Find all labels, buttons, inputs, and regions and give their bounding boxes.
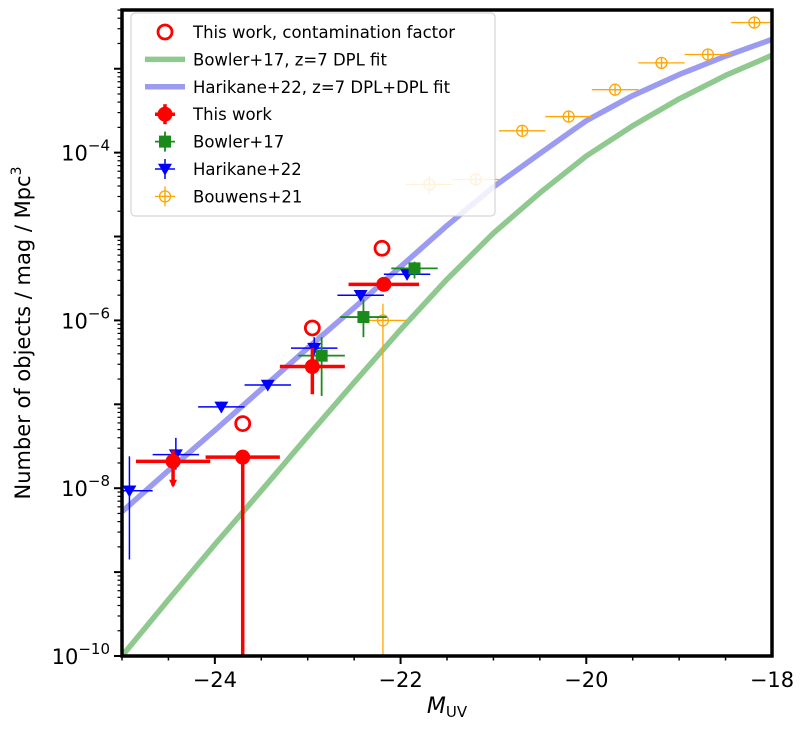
harikane22-point-3 <box>244 379 291 392</box>
this-work-point-2 <box>279 348 345 395</box>
harikane22-point-3-marker <box>260 379 275 392</box>
bouwens21-point-5 <box>591 83 639 96</box>
legend: This work, contamination factor Bowler+17… <box>130 12 496 217</box>
harikane22-point-0-marker <box>122 485 137 498</box>
x-axis-label-text: M <box>427 694 446 719</box>
bouwens21-point-6 <box>638 56 685 70</box>
legend-entry-contam: This work, contamination factor <box>156 23 455 42</box>
legend-entry-harikane-label: Harikane+22 <box>193 160 302 179</box>
contamination-point-2 <box>373 239 391 257</box>
y-tick-label: 10−4 <box>61 137 110 166</box>
legend-entry-bouwens-label: Bouwens+21 <box>193 187 302 206</box>
x-axis-label-subscript: UV <box>446 703 468 721</box>
legend-entry-thiswork: This work <box>155 104 272 125</box>
bouwens21-point-0 <box>359 303 407 656</box>
y-tick-label: 10−6 <box>61 304 110 333</box>
legend-entry-thiswork-symbol <box>157 106 173 122</box>
bowler17-point-1-marker <box>357 311 370 324</box>
legend-entry-bowler-label: Bowler+17 <box>193 133 284 152</box>
harikane22-point-2-marker <box>214 401 229 414</box>
harikane22-point-2 <box>198 401 245 414</box>
legend-entry-bowler-symbol <box>159 135 171 148</box>
bowler17-point-2 <box>391 261 438 279</box>
this-work-point-1-marker <box>235 449 251 465</box>
legend-entry-thiswork-label: This work <box>192 105 272 124</box>
this-work-point-0-upper-limit-arrow <box>169 479 178 488</box>
x-tick-label: −20 <box>564 668 608 692</box>
x-tick-label: −24 <box>193 668 237 692</box>
bowler_fit-curve <box>122 52 772 656</box>
this-work-point-0 <box>135 450 211 488</box>
harikane_fit-curve <box>122 36 772 514</box>
x-tick-label: −22 <box>378 668 422 692</box>
harikane22-point-4 <box>291 337 338 357</box>
bowler17-point-2-marker <box>408 262 421 275</box>
y-axis-label-text: Number of objects / mag / Mpc <box>11 175 35 499</box>
legend-entry-bouwens: Bouwens+21 <box>155 186 302 207</box>
legend-box <box>130 12 496 217</box>
legend-entry-bowler: Bowler+17 <box>155 131 284 152</box>
y-tick-label: 10−8 <box>61 472 110 501</box>
contamination-point-1 <box>303 319 321 337</box>
legend-entry-harikane_fit: Harikane+22, z=7 DPL+DPL fit <box>145 78 451 97</box>
legend-entry-contam-symbol <box>156 23 174 41</box>
y-tick-label: 10−10 <box>52 640 110 669</box>
legend-entry-bowler_fit: Bowler+17, z=7 DPL fit <box>145 50 387 69</box>
harikane22-point-5-marker <box>353 289 368 302</box>
this-work-point-2-marker <box>304 359 320 375</box>
this-work-point-3-marker <box>376 276 392 292</box>
contamination-point-0 <box>234 415 252 433</box>
x-tick-label: −18 <box>750 668 794 692</box>
bowler17-point-0-marker <box>315 349 328 362</box>
this-work-point-3 <box>348 276 420 292</box>
harikane22-point-5 <box>337 289 384 302</box>
bouwens21-point-4 <box>545 110 592 123</box>
this-work-point-1 <box>205 449 280 656</box>
x-axis-label: MUV <box>427 694 468 721</box>
legend-entry-bowler_fit-label: Bowler+17, z=7 DPL fit <box>193 50 387 69</box>
x-axis-ticks: −24 −22 −20 −18 <box>121 656 794 692</box>
fit-curves <box>122 36 772 656</box>
y-axis-label-superscript: 3 <box>9 166 25 175</box>
harikane22-point-6 <box>383 269 431 281</box>
legend-entry-harikane-symbol <box>158 163 172 176</box>
svg-text:MUV: MUV <box>427 694 468 721</box>
harikane22-point-0 <box>122 456 153 560</box>
legend-entry-harikane: Harikane+22 <box>155 159 302 179</box>
legend-entry-contam-label: This work, contamination factor <box>192 23 455 42</box>
plot-area <box>122 16 772 656</box>
harikane22-point-4-marker <box>307 342 322 355</box>
bouwens21-point-7 <box>684 48 732 61</box>
this-work-point-0-marker <box>165 453 181 469</box>
y-axis-label: Number of objects / mag / Mpc3 <box>9 166 35 499</box>
svg-text:Number of objects / mag / Mpc3: Number of objects / mag / Mpc3 <box>9 166 35 499</box>
bouwens21-point-8 <box>731 16 772 29</box>
bowler17-point-1 <box>340 299 387 338</box>
legend-entry-harikane_fit-label: Harikane+22, z=7 DPL+DPL fit <box>193 78 451 97</box>
bouwens21-point-3 <box>499 124 546 137</box>
